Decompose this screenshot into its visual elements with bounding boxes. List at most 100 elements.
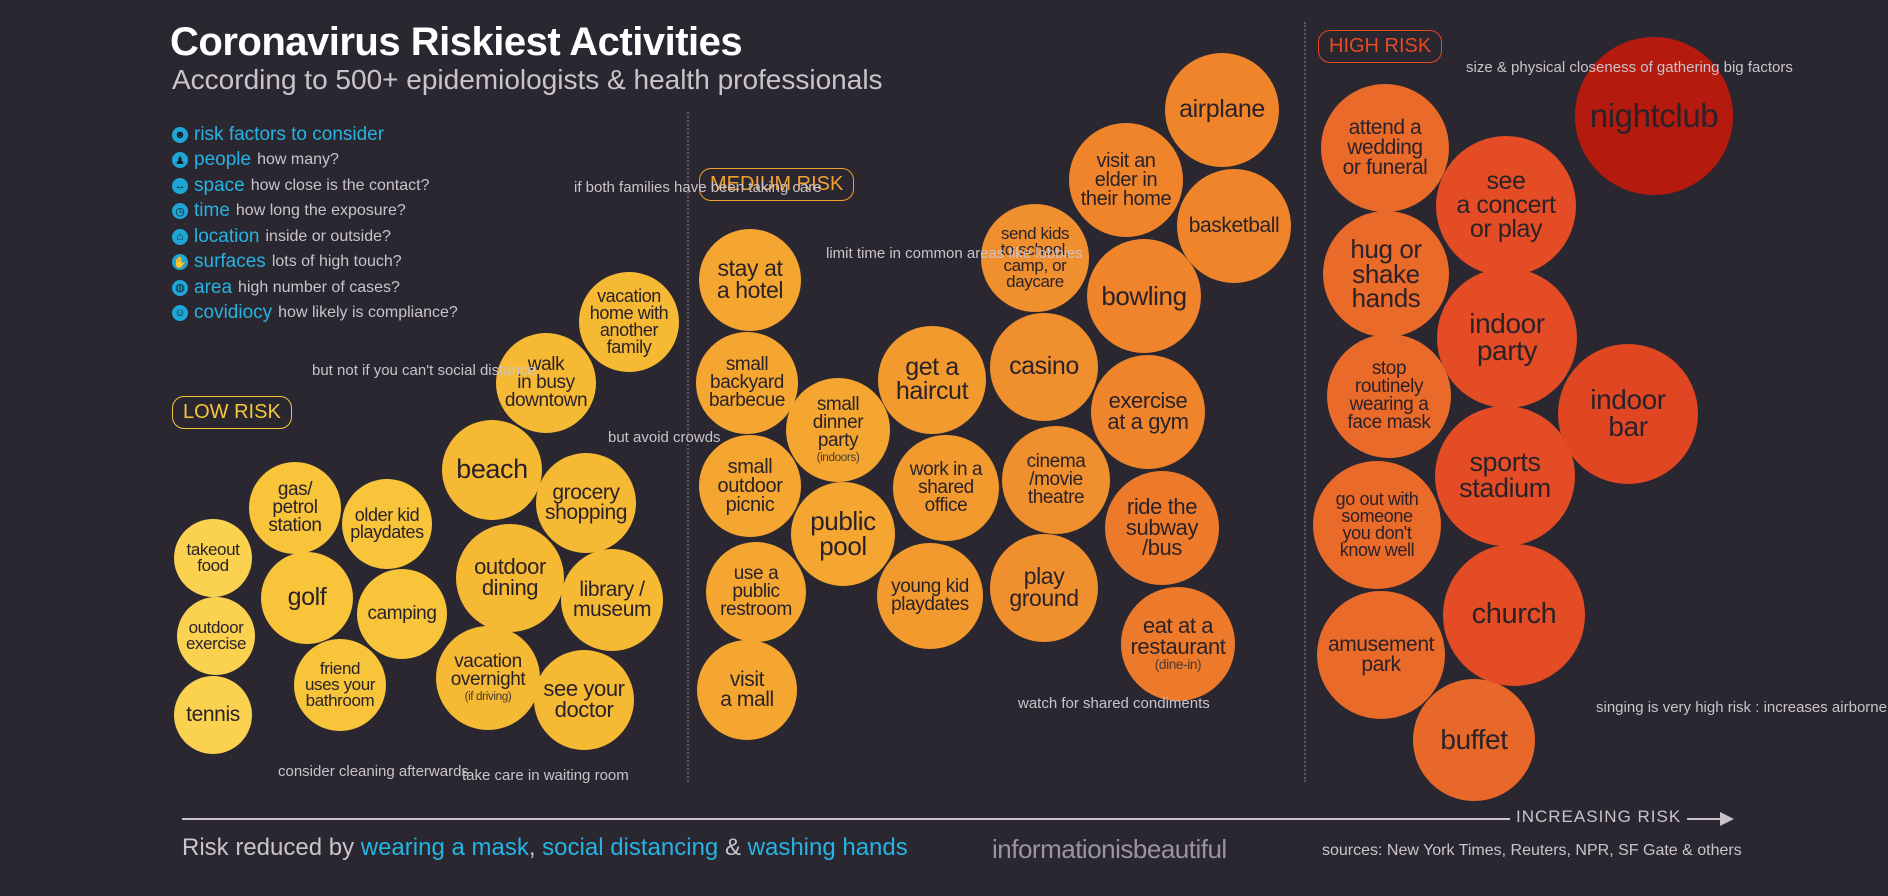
- activity-bubble-golf: golf: [261, 552, 353, 644]
- activity-bubble-work-shared-office: work in a shared office: [893, 435, 999, 541]
- activity-bubble-stay-at-hotel: stay at a hotel: [699, 229, 801, 331]
- footer-prefix: Risk reduced by: [182, 834, 355, 861]
- activity-sublabel: (indoors): [816, 451, 860, 465]
- activity-label: visit a mall: [720, 668, 774, 711]
- activity-bubble-vacation-overnight: vacation overnight (if driving): [436, 626, 540, 730]
- activity-label: nightclub: [1589, 97, 1719, 135]
- activity-bubble-use-public-restroom: use a public restroom: [706, 542, 806, 642]
- activity-label: eat at a restaurant: [1130, 612, 1226, 659]
- risk-factor-name: covidiocy: [194, 302, 273, 324]
- activity-bubble-young-kid-playdates: young kid playdates: [877, 543, 983, 649]
- activity-label: stop routinely wearing a face mask: [1347, 357, 1431, 434]
- activity-bubble-grocery-shopping: grocery shopping: [536, 453, 636, 553]
- note-not-social-distance: but not if you can't social distance: [312, 362, 536, 379]
- zone-divider-medium-high: [1304, 22, 1306, 782]
- activity-label: friend uses your bathroom: [304, 658, 376, 711]
- activity-label: see a concert or play: [1456, 167, 1556, 243]
- note-limit-time: limit time in common areas like lobbies: [826, 245, 1083, 262]
- note-shared-condiments: watch for shared condiments: [1018, 695, 1210, 712]
- location-icon: ⌂: [172, 228, 188, 245]
- activity-label: golf: [287, 583, 327, 612]
- activity-bubble-eat-restaurant: eat at a restaurant (dine-in): [1121, 587, 1235, 701]
- activity-bubble-airplane: airplane: [1165, 53, 1279, 167]
- risk-factor-name: location: [194, 225, 260, 247]
- activity-bubble-amusement-park: amusement park: [1317, 591, 1445, 719]
- activity-label: airplane: [1179, 95, 1265, 124]
- virus-icon: ☻: [172, 126, 188, 143]
- footer-social-distancing: social distancing: [542, 834, 719, 861]
- head-icon: ☺: [172, 305, 188, 322]
- activity-label: library / museum: [572, 578, 652, 621]
- activity-bubble-visit-elder: visit an elder in their home: [1069, 123, 1183, 237]
- footer-ampersand: &: [724, 834, 741, 861]
- activity-label: tennis: [186, 703, 240, 727]
- note-both-families: if both families have been taking care: [574, 179, 822, 196]
- risk-factor-item: ⌂ location inside or outside?: [172, 224, 458, 250]
- activity-bubble-visit-a-mall: visit a mall: [697, 640, 797, 740]
- risk-factor-item: ◍ area high number of cases?: [172, 275, 458, 301]
- activity-label: indoor bar: [1590, 384, 1666, 442]
- activity-bubble-see-concert: see a concert or play: [1436, 136, 1576, 276]
- activity-bubble-tennis: tennis: [174, 676, 252, 754]
- zone-high-risk: HIGH RISK: [1318, 30, 1443, 63]
- activity-label: gas/petrol station: [268, 478, 322, 537]
- note-size-closeness: size & physical closeness of gathering b…: [1466, 59, 1793, 76]
- risk-factor-item: ♟ people how many?: [172, 148, 458, 174]
- risk-factor-desc: high number of cases?: [238, 278, 400, 296]
- activity-bubble-buffet: buffet: [1413, 679, 1535, 801]
- risk-factor-name: people: [194, 149, 252, 171]
- clock-icon: ◷: [172, 203, 188, 220]
- activity-bubble-ride-subway: ride the subway/bus: [1105, 471, 1219, 585]
- sources-text: sources: New York Times, Reuters, NPR, S…: [1322, 842, 1742, 859]
- activity-bubble-indoor-party: indoor party: [1437, 268, 1577, 408]
- activity-label: stay at a hotel: [716, 255, 784, 303]
- hand-icon: ✋: [172, 254, 188, 271]
- risk-factor-name: surfaces: [194, 251, 266, 273]
- note-avoid-crowds: but avoid crowds: [608, 429, 721, 446]
- risk-factor-desc: how close is the contact?: [250, 176, 430, 194]
- risk-axis-label: INCREASING RISK: [1510, 807, 1688, 827]
- activity-sublabel: (if driving): [464, 690, 512, 704]
- activity-bubble-basketball: basketball: [1177, 169, 1291, 283]
- zone-divider-low-medium: [687, 112, 689, 782]
- activity-label: ride the subway/bus: [1125, 493, 1199, 561]
- activity-label: vacation home with another family: [589, 285, 669, 358]
- footer-tagline: Risk reduced by wearing a mask, social d…: [182, 834, 908, 862]
- activity-label: sports stadium: [1459, 447, 1551, 503]
- note-waiting-room: take care in waiting room: [462, 767, 629, 784]
- activity-label: basketball: [1188, 214, 1280, 238]
- activity-bubble-attend-wedding: attend a wedding or funeral: [1321, 84, 1449, 212]
- activity-label: young kid playdates: [891, 575, 969, 615]
- risk-factors-list: ☻ risk factors to consider ♟ people how ma…: [172, 122, 458, 326]
- activity-bubble-see-your-doctor: see your doctor: [534, 650, 634, 750]
- risk-factor-desc: how long the exposure?: [235, 202, 406, 220]
- activity-bubble-outdoor-exercise: outdoor exercise: [177, 597, 255, 675]
- activity-label: public pool: [810, 506, 876, 561]
- risk-factor-desc: inside or outside?: [265, 227, 391, 245]
- activity-label: buffet: [1440, 723, 1508, 755]
- activity-label: work in a shared office: [909, 458, 983, 517]
- activity-label: outdoor exercise: [185, 617, 247, 653]
- activity-label: amusement park: [1327, 633, 1435, 676]
- risk-factor-name: space: [194, 174, 245, 196]
- activity-bubble-go-out-with-someone: go out with someone you don't know well: [1313, 461, 1441, 589]
- activity-bubble-vacation-home: vacation home with another family: [579, 272, 679, 372]
- footer-wearing-mask: wearing a mask: [360, 834, 529, 861]
- activity-bubble-sports-stadium: sports stadium: [1435, 406, 1575, 546]
- activity-sublabel: (dine-in): [1154, 657, 1202, 673]
- brand-logo: informationisbeautiful: [992, 834, 1227, 864]
- activity-label: walk in busy downtown: [504, 353, 588, 412]
- activity-label: grocery shopping: [544, 481, 628, 524]
- risk-factor-desc: lots of high touch?: [271, 253, 402, 271]
- activity-label: use a public restroom: [720, 562, 792, 621]
- activity-label: small outdoor picnic: [717, 455, 783, 516]
- activity-bubble-walk-downtown: walk in busy downtown: [496, 333, 596, 433]
- page-title: Coronavirus Riskiest Activities: [170, 20, 743, 64]
- activity-bubble-library-museum: library / museum: [561, 549, 663, 651]
- activity-bubble-hug-shake-hands: hug or shake hands: [1323, 211, 1449, 337]
- activity-label: cinema/movie theatre: [1026, 450, 1086, 509]
- activity-label: camping: [367, 602, 437, 624]
- activity-label: small dinner party: [812, 394, 864, 452]
- activity-bubble-camping: camping: [357, 569, 447, 659]
- activity-bubble-stop-wearing-mask: stop routinely wearing a face mask: [1327, 334, 1451, 458]
